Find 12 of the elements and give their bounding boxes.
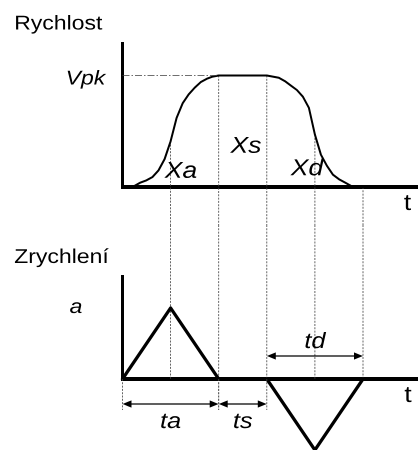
annotation: Xa — [164, 162, 196, 178]
x-axis-title: t — [404, 195, 411, 210]
annotation: ta — [161, 414, 180, 428]
annotation: Xs — [230, 136, 261, 154]
ref-line-label: Vpk — [68, 70, 106, 89]
y-axis-title: Zrychlení — [14, 248, 109, 268]
x-axis-title: t — [404, 387, 412, 402]
annotation: td — [305, 332, 326, 348]
annotation: Xd — [290, 158, 324, 176]
y-axis-title: Rychlost — [16, 15, 102, 34]
text: a — [70, 302, 82, 314]
annotation: ts — [234, 414, 252, 428]
